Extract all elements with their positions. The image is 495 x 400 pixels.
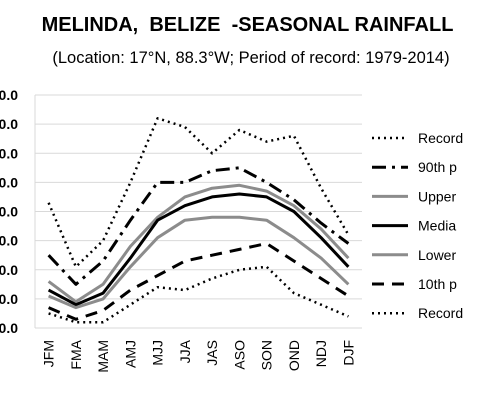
series-line-3 — [47, 183, 350, 304]
y-tick-label: 0.0 — [0, 291, 18, 307]
y-tick-label: 0.0 — [0, 116, 18, 132]
y-tick-label: 0.0 — [0, 233, 18, 249]
legend-label: Media — [418, 218, 456, 234]
x-tick-label: JAS — [204, 340, 220, 366]
y-tick-label: 0.0 — [0, 174, 18, 190]
y-tick-label: 0.0 — [0, 87, 18, 103]
legend-label: Record — [418, 130, 463, 146]
x-tick-label: DJF — [340, 340, 356, 366]
series-line-5 — [48, 215, 350, 310]
x-tick-label: JJA — [177, 339, 193, 363]
series-line-1 — [47, 117, 350, 269]
y-tick-label: 0.0 — [0, 204, 18, 220]
legend-label: Lower — [418, 247, 456, 263]
series-lines — [47, 117, 350, 324]
y-axis-tick-labels: 0.0 0.0 0.0 0.0 0.0 0.0 0.0 0.0 0.0 — [0, 87, 18, 336]
series-line-6 — [48, 242, 350, 321]
x-tick-label: NDJ — [313, 340, 329, 367]
legend-label: Record — [418, 305, 463, 321]
x-tick-label: ASO — [231, 340, 247, 370]
x-tick-label: AMJ — [122, 340, 138, 368]
y-tick-label: 0.0 — [0, 145, 18, 161]
x-tick-label: SON — [259, 340, 275, 370]
legend: Record 90th p Upper Media Lower 10th p Record — [372, 130, 463, 321]
y-tick-label: 0.0 — [0, 262, 18, 278]
x-tick-label: MAM — [95, 340, 111, 373]
x-axis-tick-labels: JFM FMA MAM AMJ MJJ JJA JAS ASO SON OND NDJ DJF — [41, 339, 357, 372]
chart-subtitle: (Location: 17°N, 88.3°W; Period of recor… — [52, 49, 450, 67]
chart-title: MELINDA, BELIZE -SEASONAL RAINFALL — [41, 14, 454, 36]
legend-label: Upper — [418, 188, 456, 204]
x-tick-label: MJJ — [150, 340, 166, 366]
x-tick-label: FMA — [68, 339, 84, 369]
x-tick-label: JFM — [41, 340, 57, 367]
x-tick-label: OND — [286, 340, 302, 371]
legend-label: 90th p — [418, 159, 457, 175]
series-line-7 — [48, 265, 349, 324]
series-line-4 — [47, 192, 350, 307]
gridlines — [34, 94, 362, 329]
series-line-2 — [47, 166, 350, 286]
y-tick-label: 0.0 — [0, 320, 18, 336]
legend-label: 10th p — [418, 276, 457, 292]
